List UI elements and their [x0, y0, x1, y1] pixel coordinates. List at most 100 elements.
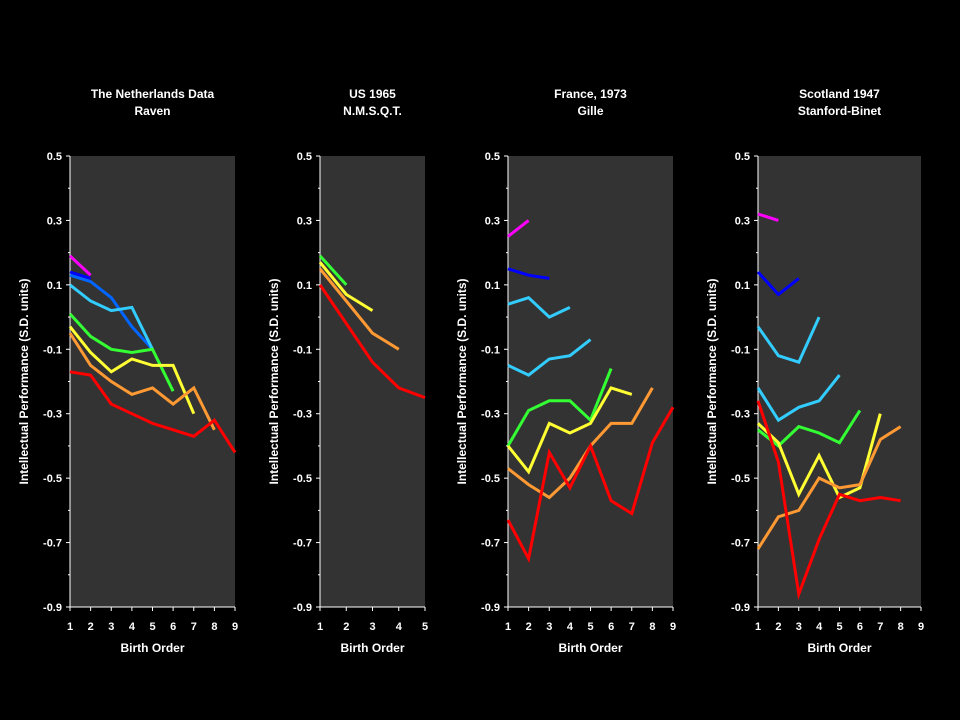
- series-line-4: [318, 284, 426, 400]
- x-tick-label: 9: [232, 621, 238, 633]
- chart-title-line: N.M.S.Q.T.: [343, 104, 402, 118]
- chart-title-line: Scotland 1947: [799, 87, 880, 101]
- series-line-8: [69, 370, 237, 454]
- y-tick-label: -0.9: [293, 602, 312, 614]
- plot-area: [70, 156, 235, 607]
- series-line-3: [507, 296, 571, 319]
- y-tick-label: 0.1: [735, 280, 750, 292]
- plot-area: [508, 156, 673, 607]
- series-line-1: [318, 254, 348, 286]
- y-tick-label: -0.3: [293, 409, 312, 421]
- y-axis-label: Intellectual Performance (S.D. units): [705, 278, 719, 484]
- x-tick-label: 4: [129, 621, 136, 633]
- y-tick-label: -0.7: [43, 538, 62, 550]
- x-tick-label: 2: [526, 621, 532, 633]
- chart-title-line: Stanford-Binet: [798, 104, 881, 118]
- x-tick-label: 9: [918, 621, 924, 633]
- y-tick-label: -0.1: [43, 344, 62, 356]
- x-tick-label: 6: [857, 621, 863, 633]
- y-tick-label: 0.1: [485, 280, 500, 292]
- x-tick-label: 2: [88, 621, 94, 633]
- series-line-7: [756, 425, 902, 550]
- x-tick-label: 3: [369, 621, 375, 633]
- x-tick-label: 6: [608, 621, 614, 633]
- y-tick-label: 0.3: [47, 215, 62, 227]
- series-line-6: [506, 386, 633, 475]
- x-tick-label: 5: [836, 621, 842, 633]
- series-line-5: [757, 409, 862, 448]
- y-tick-label: -0.9: [731, 602, 750, 614]
- x-tick-label: 7: [877, 621, 883, 633]
- chart-title-line: Gille: [577, 104, 603, 118]
- series-line-5: [68, 312, 175, 392]
- x-tick-label: 1: [317, 621, 323, 633]
- series-line-3: [756, 316, 821, 365]
- series-line-6: [756, 413, 882, 500]
- x-tick-label: 8: [211, 621, 217, 633]
- chart-panel-2: US 1965 N.M.S.Q.T. 0.5 0.3 0.1 -0.1 -0.3 -0.5 -0…: [267, 87, 428, 655]
- series-line-8: [756, 400, 901, 601]
- y-tick-label: -0.1: [481, 344, 500, 356]
- x-tick-label: 5: [587, 621, 593, 633]
- chart-panel-1: The Netherlands Data Raven 0.5 0.3 0.1 -0.1 -0…: [17, 87, 238, 655]
- y-tick-label: -0.3: [731, 409, 750, 421]
- y-axis-label: Intellectual Performance (S.D. units): [455, 278, 469, 484]
- y-tick-label: 0.5: [485, 151, 500, 163]
- y-tick-label: -0.7: [293, 538, 312, 550]
- y-tick-label: -0.5: [293, 473, 312, 485]
- y-tick-label: -0.5: [43, 473, 62, 485]
- series-line-2: [69, 270, 92, 280]
- x-tick-label: 1: [505, 621, 511, 633]
- y-tick-label: 0.3: [297, 215, 312, 227]
- y-axis-label: Intellectual Performance (S.D. units): [267, 278, 281, 484]
- x-tick-label: 1: [67, 621, 73, 633]
- series-line-1: [757, 212, 779, 222]
- y-tick-label: -0.1: [293, 344, 312, 356]
- y-tick-label: -0.3: [43, 409, 62, 421]
- series-line-6: [68, 325, 196, 415]
- x-tick-label: 6: [170, 621, 176, 633]
- x-tick-label: 8: [649, 621, 655, 633]
- x-axis-label: Birth Order: [807, 641, 871, 655]
- y-tick-label: -0.7: [731, 538, 750, 550]
- plot-area: [320, 156, 425, 607]
- series-line-4: [756, 374, 841, 423]
- chart-title-line: The Netherlands Data: [91, 87, 215, 101]
- series-line-1: [68, 254, 92, 277]
- y-tick-label: -0.5: [731, 473, 750, 485]
- x-tick-label: 2: [343, 621, 349, 633]
- series-line-3: [318, 267, 400, 351]
- y-tick-label: -0.5: [481, 473, 500, 485]
- x-tick-label: 5: [422, 621, 428, 633]
- x-tick-label: 3: [796, 621, 802, 633]
- y-tick-label: 0.1: [297, 280, 312, 292]
- series-line-2: [756, 270, 800, 297]
- y-tick-label: -0.3: [481, 409, 500, 421]
- x-tick-label: 9: [670, 621, 676, 633]
- chart-panel-3: France, 1973 Gille 0.5 0.3 0.1 -0.1 -0.3 -0.5 -0…: [455, 87, 676, 655]
- chart-title-line: US 1965: [349, 87, 396, 101]
- plot-area: [758, 156, 921, 607]
- series-line-7: [68, 332, 216, 431]
- series-line-5: [506, 368, 613, 447]
- chart-panel-4: Scotland 1947 Stanford-Binet 0.5 0.3 0.1 -0.1…: [705, 87, 924, 655]
- x-tick-label: 5: [149, 621, 155, 633]
- y-tick-label: -0.1: [731, 344, 750, 356]
- chart-title-line: Raven: [134, 104, 170, 118]
- x-axis-label: Birth Order: [340, 641, 404, 655]
- x-tick-label: 7: [191, 621, 197, 633]
- y-tick-label: -0.7: [481, 538, 500, 550]
- y-tick-label: -0.9: [481, 602, 500, 614]
- x-tick-label: 2: [775, 621, 781, 633]
- y-tick-label: -0.9: [43, 602, 62, 614]
- series-line-4: [69, 283, 154, 350]
- y-axis-label: Intellectual Performance (S.D. units): [17, 278, 31, 484]
- series-line-2: [318, 261, 374, 312]
- y-tick-label: 0.5: [47, 151, 62, 163]
- x-tick-label: 3: [546, 621, 552, 633]
- y-tick-label: 0.3: [485, 215, 500, 227]
- series-line-8: [506, 406, 675, 564]
- x-tick-label: 1: [755, 621, 761, 633]
